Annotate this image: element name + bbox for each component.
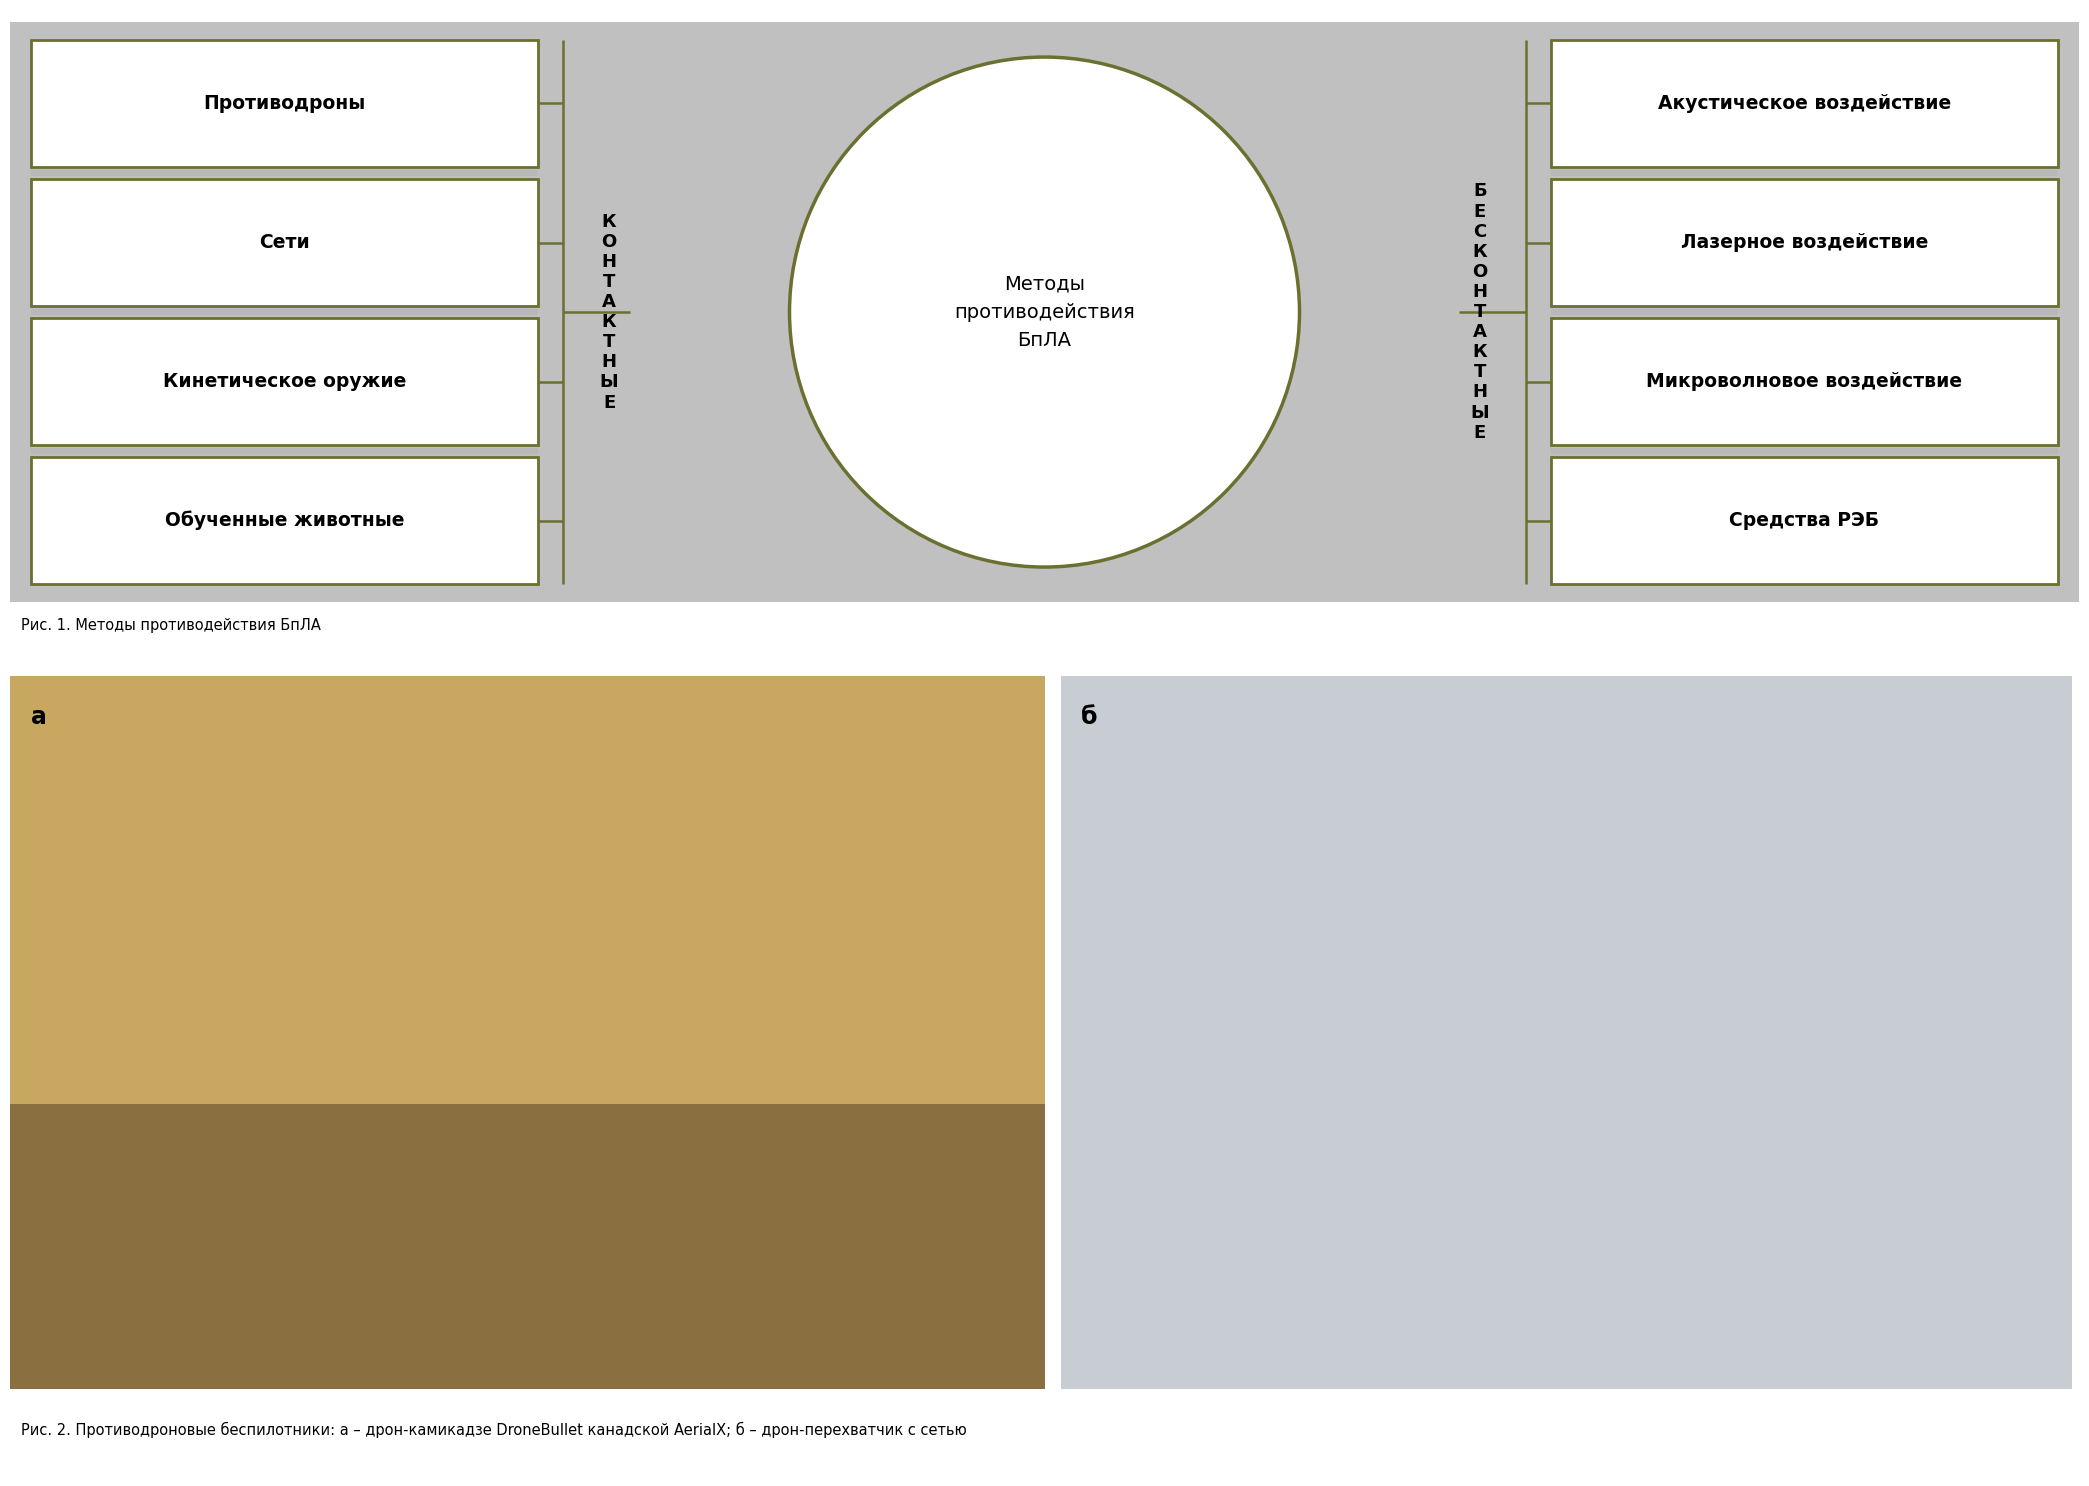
Text: Акустическое воздействие: Акустическое воздействие — [1659, 94, 1951, 113]
FancyBboxPatch shape — [1552, 40, 2058, 166]
Bar — [10, 676, 1044, 1104]
FancyBboxPatch shape — [31, 458, 537, 584]
Text: К
О
Н
Т
А
К
Т
Н
Ы
Е: К О Н Т А К Т Н Ы Е — [600, 212, 618, 412]
Bar — [1552, 169, 2058, 175]
Bar — [1552, 309, 2058, 315]
Text: Лазерное воздействие: Лазерное воздействие — [1682, 233, 1928, 253]
Bar — [10, 1104, 1044, 1389]
FancyBboxPatch shape — [31, 40, 537, 166]
FancyBboxPatch shape — [1552, 318, 2058, 446]
FancyBboxPatch shape — [1552, 178, 2058, 306]
Bar — [31, 449, 537, 455]
Bar — [1552, 449, 2058, 455]
Text: Противодроны: Противодроны — [203, 94, 366, 113]
Bar — [31, 309, 537, 315]
Text: Методы
противодействия
БпЛА: Методы противодействия БпЛА — [955, 275, 1134, 349]
Text: Средства РЭБ: Средства РЭБ — [1730, 511, 1880, 531]
FancyBboxPatch shape — [1552, 458, 2058, 584]
Text: Рис. 2. Противодроновые беспилотники: а – дрон-камикадзе DroneBullet канадской A: Рис. 2. Противодроновые беспилотники: а … — [21, 1422, 967, 1437]
Text: Кинетическое оружие: Кинетическое оружие — [163, 372, 405, 391]
Ellipse shape — [790, 56, 1299, 568]
Text: б: б — [1082, 704, 1099, 728]
Text: а: а — [31, 704, 46, 728]
FancyBboxPatch shape — [31, 318, 537, 446]
Text: Микроволновое воздействие: Микроволновое воздействие — [1646, 372, 1962, 391]
Text: Б
Е
С
К
О
Н
Т
А
К
Т
Н
Ы
Е: Б Е С К О Н Т А К Т Н Ы Е — [1471, 183, 1489, 441]
Text: Обученные животные: Обученные животные — [165, 511, 403, 531]
FancyBboxPatch shape — [31, 178, 537, 306]
Bar — [31, 169, 537, 175]
Text: Рис. 1. Методы противодействия БпЛА: Рис. 1. Методы противодействия БпЛА — [21, 618, 320, 633]
Text: Сети: Сети — [259, 233, 309, 253]
